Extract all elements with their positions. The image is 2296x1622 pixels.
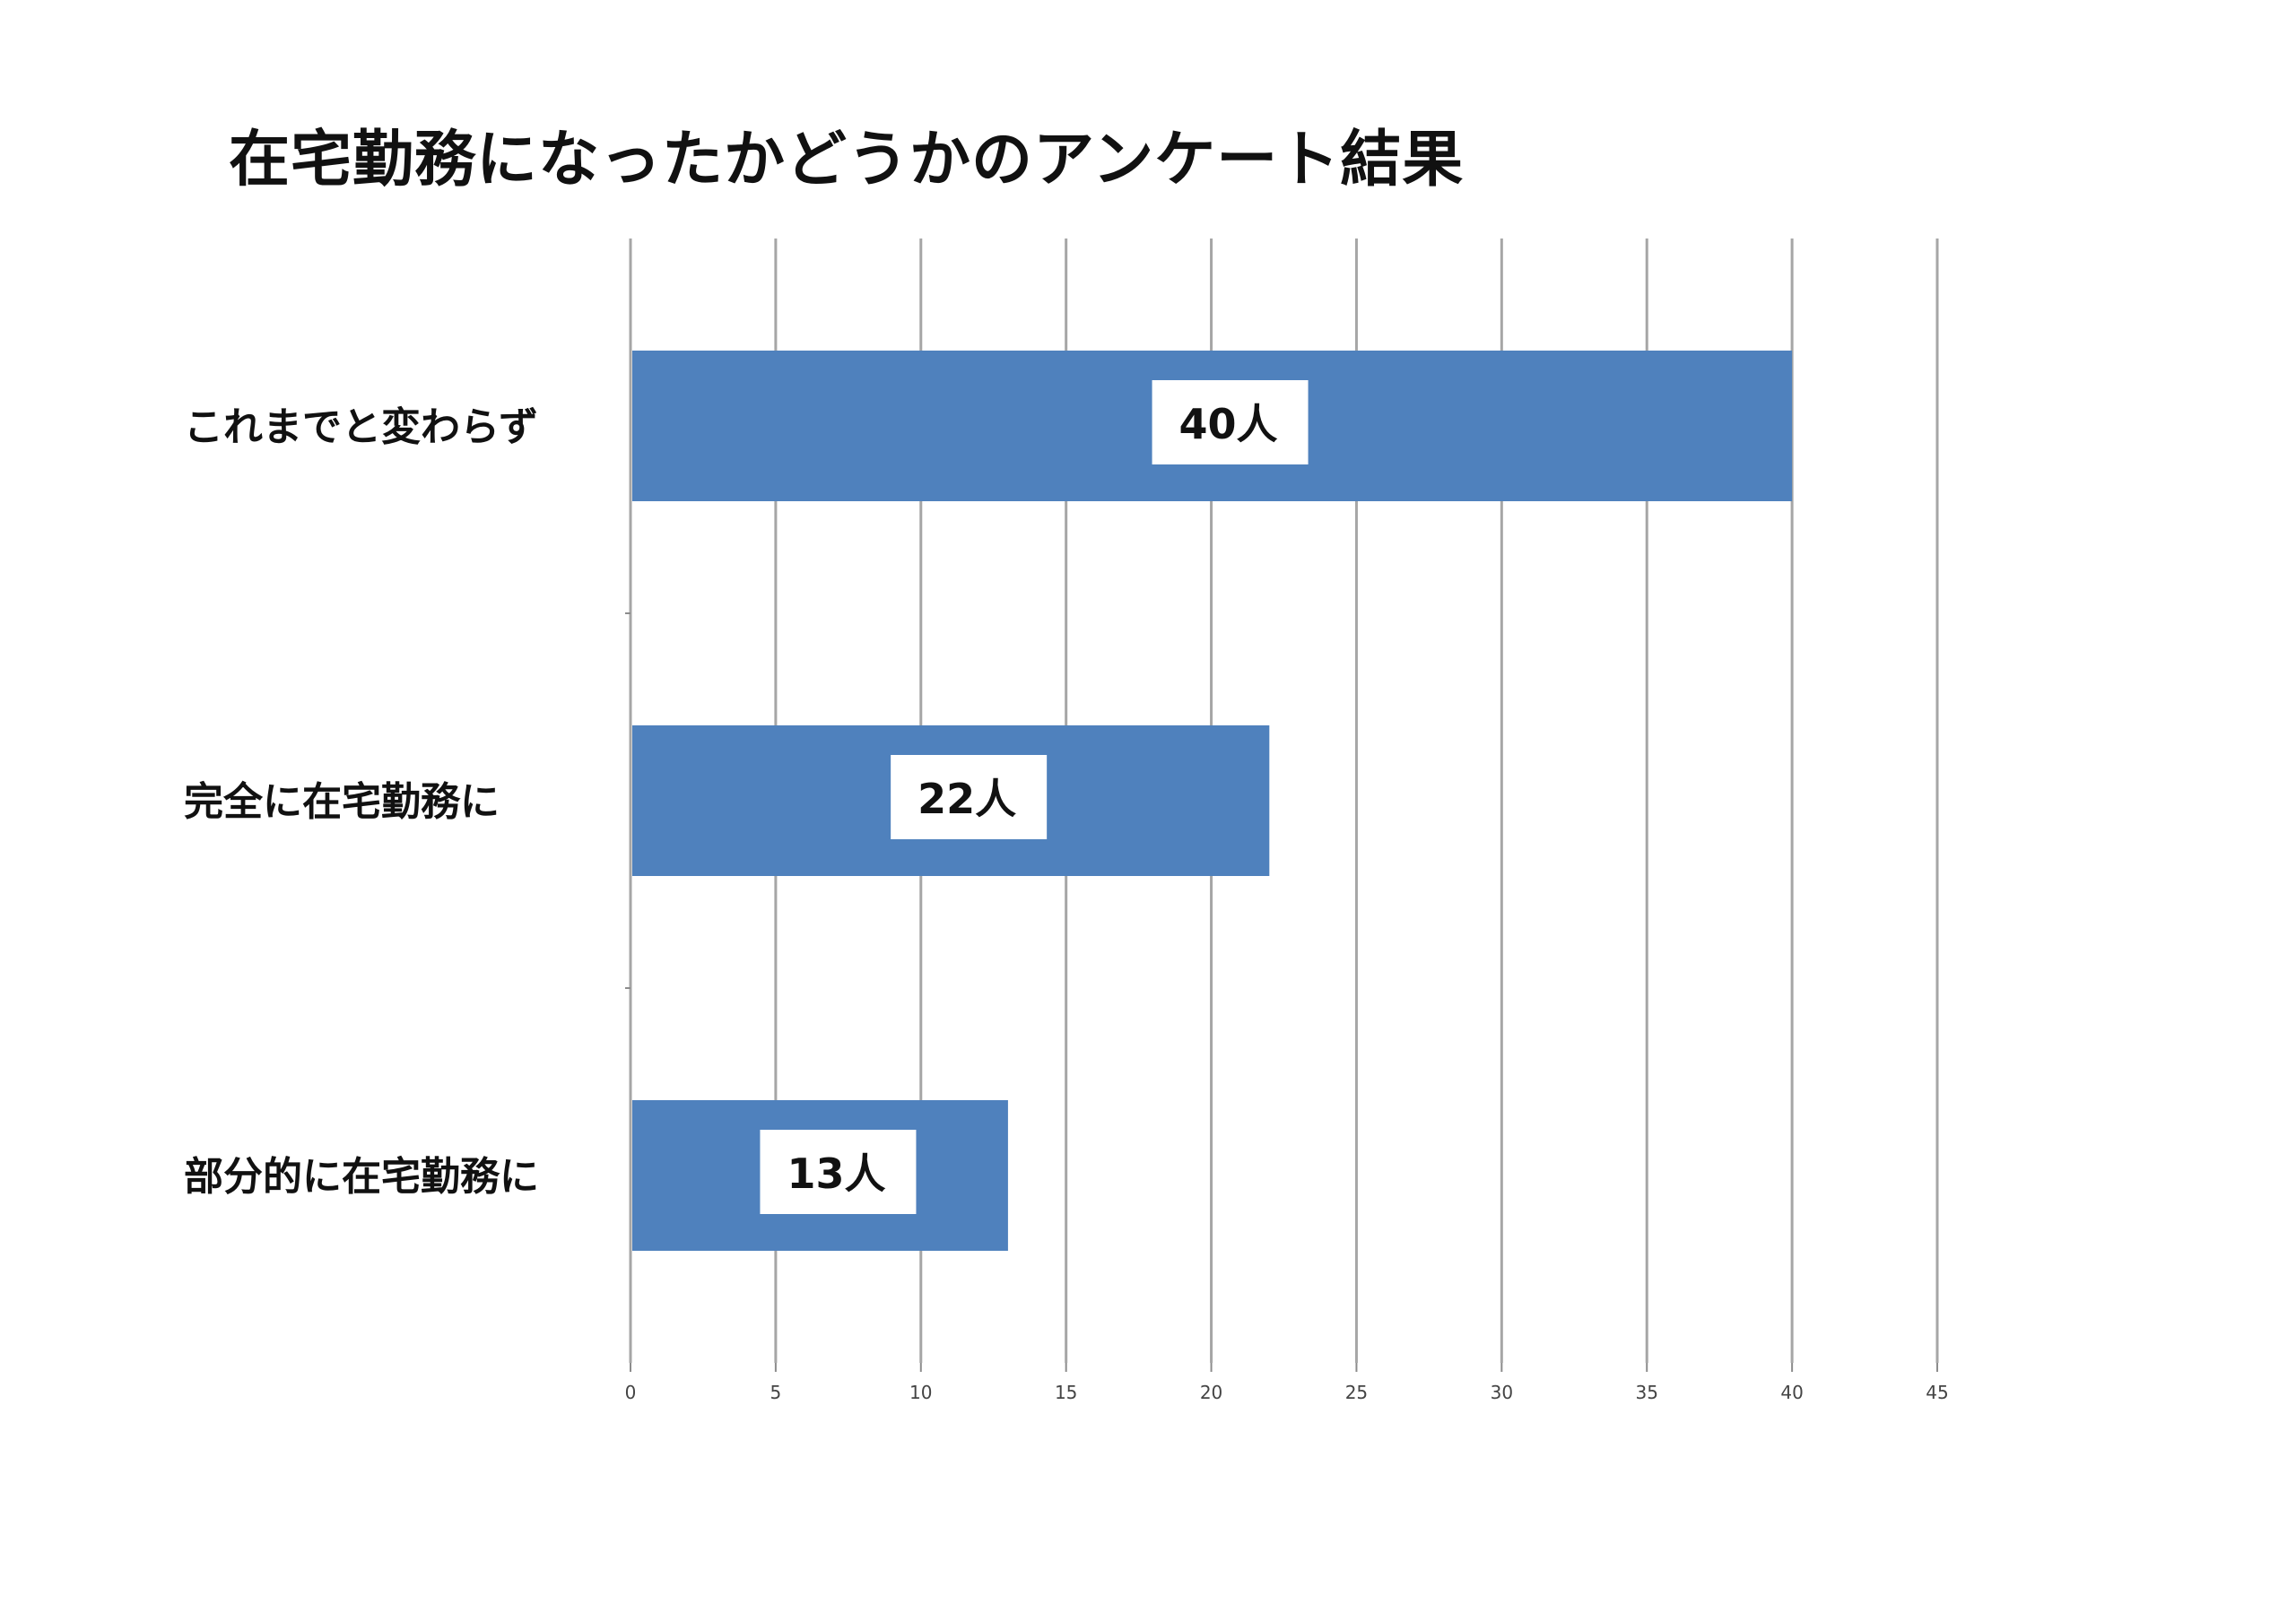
tick-label-x-10: 10	[909, 1382, 932, 1403]
x-axis: 0 5 10 15 20 25 30 35 40 45	[625, 612, 1949, 1403]
tick-label-x-0: 0	[625, 1382, 637, 1403]
data-label-box-1	[1152, 380, 1309, 464]
data-label-box-3	[760, 1130, 917, 1214]
tick-label-x-20: 20	[1200, 1382, 1222, 1403]
tick-label-x-35: 35	[1635, 1382, 1657, 1403]
chart-title: 在宅勤務になったかどうかのアンケート結果	[229, 125, 1465, 195]
category-label-3: 部分的に在宅勤務に	[184, 1154, 539, 1200]
data-label-2: 22人	[918, 775, 1016, 823]
tick-label-x-5: 5	[770, 1382, 782, 1403]
data-label-box-2	[891, 755, 1048, 839]
tick-label-x-15: 15	[1055, 1382, 1077, 1403]
tick-label-x-30: 30	[1491, 1382, 1513, 1403]
data-labels: 40人 22人 13人	[760, 380, 1309, 1214]
tick-label-x-25: 25	[1345, 1382, 1368, 1403]
category-label-2: 完全に在宅勤務に	[184, 779, 500, 825]
tick-label-x-45: 45	[1926, 1382, 1948, 1403]
category-label-1: これまでと変わらず	[184, 404, 538, 450]
tick-label-x-40: 40	[1780, 1382, 1803, 1403]
data-label-3: 13人	[787, 1149, 885, 1198]
data-label-1: 40人	[1179, 400, 1278, 448]
